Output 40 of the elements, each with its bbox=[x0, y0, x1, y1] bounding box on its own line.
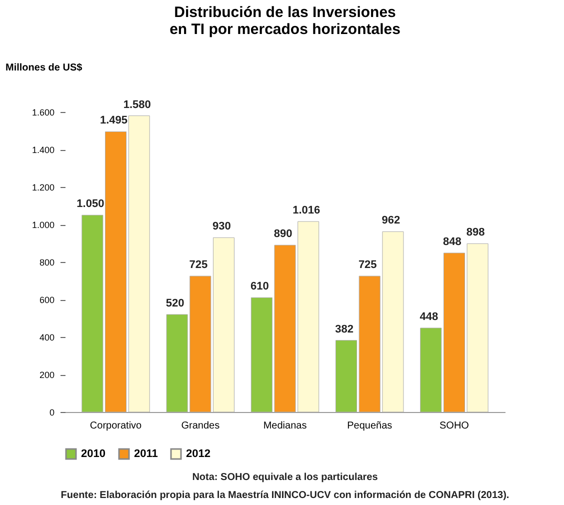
source-note: Fuente: Elaboración propia para la Maestría ININCO-UCV con información de CONAPRI (2013). bbox=[60, 490, 510, 501]
x-tick-label: Pequeñas bbox=[347, 420, 392, 432]
data-label: 898 bbox=[466, 226, 485, 239]
data-label: 890 bbox=[274, 228, 292, 240]
y-tick-label: 1.200 bbox=[32, 182, 54, 192]
y-tick-label: 0 bbox=[49, 408, 54, 418]
data-label: 848 bbox=[443, 236, 462, 248]
x-tick-label: Grandes bbox=[181, 420, 220, 432]
bar bbox=[128, 116, 150, 412]
y-tick-label: 200 bbox=[39, 370, 54, 380]
y-axis-title: Millones de US$ bbox=[6, 62, 83, 74]
text: Nota: SOHO equivale a los particulares bbox=[192, 472, 378, 483]
y-tick-label: 600 bbox=[39, 295, 54, 305]
y-tick-label: 400 bbox=[39, 332, 54, 342]
chart-title: Distribución de las Inversiones en TI por mercados horizontales bbox=[170, 4, 400, 38]
y-tick-label: 1.400 bbox=[32, 145, 54, 155]
bar bbox=[420, 328, 442, 412]
legend-label: 2012 bbox=[186, 448, 210, 460]
legend-label: 2011 bbox=[134, 448, 158, 460]
data-label: 725 bbox=[358, 259, 377, 272]
data-label: 930 bbox=[212, 220, 231, 233]
y-tick-label: 800 bbox=[39, 258, 54, 268]
x-tick-label: SOHO bbox=[440, 420, 470, 432]
data-label: 962 bbox=[382, 214, 400, 227]
data-label: 448 bbox=[420, 311, 438, 323]
data-label: 610 bbox=[250, 280, 269, 293]
data-label: 725 bbox=[189, 259, 208, 272]
legend-label: 2010 bbox=[81, 448, 106, 460]
x-tick-label: Medianas bbox=[263, 420, 307, 432]
data-label: 382 bbox=[335, 323, 354, 336]
data-label: 1.050 bbox=[76, 198, 104, 210]
bar bbox=[336, 340, 358, 412]
y-tick-label: 1.000 bbox=[32, 220, 54, 230]
data-label: 1.016 bbox=[292, 204, 320, 216]
x-tick-label: Corporativo bbox=[90, 420, 142, 432]
bar bbox=[212, 237, 234, 412]
data-label: 1.580 bbox=[123, 98, 151, 111]
y-tick-label: 1.600 bbox=[32, 108, 54, 118]
data-label: 1.495 bbox=[100, 114, 128, 127]
data-label: 520 bbox=[166, 298, 184, 310]
